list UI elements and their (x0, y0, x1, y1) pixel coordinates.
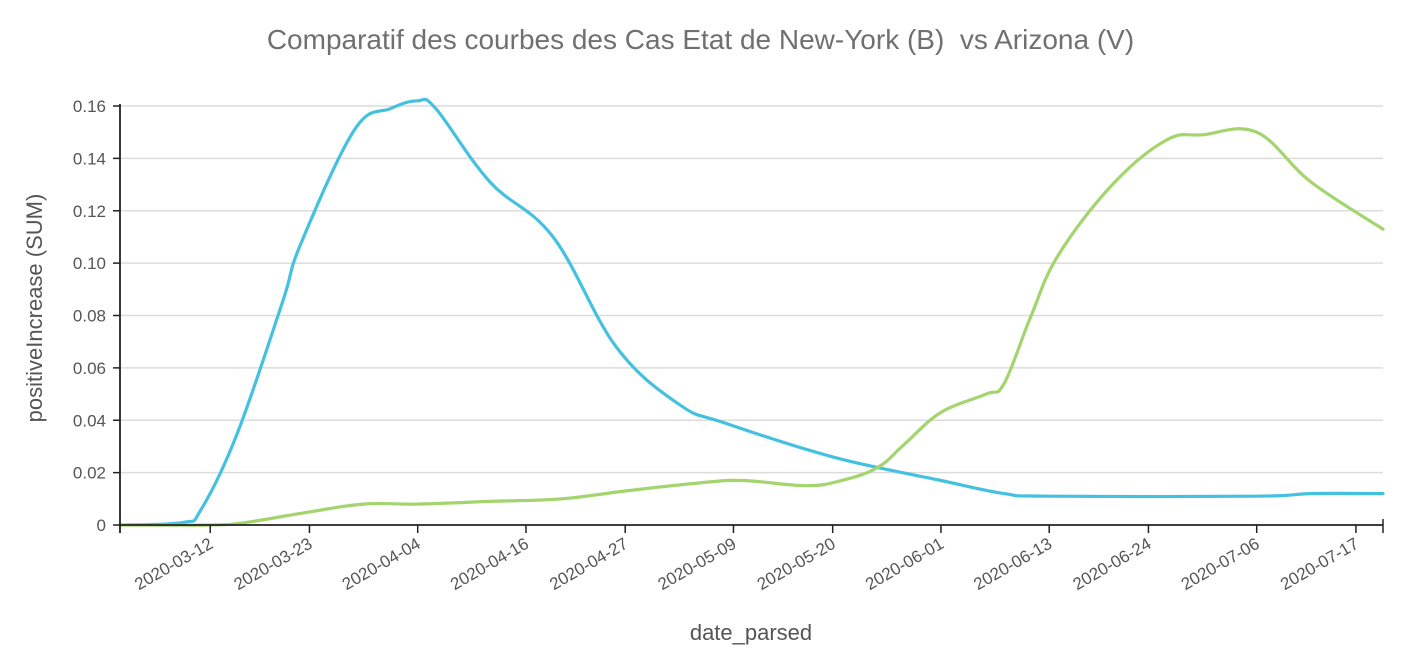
chart-title: Comparatif des courbes des Cas Etat de N… (266, 24, 1135, 55)
y-tick-label: 0.04 (73, 411, 106, 430)
y-tick-label: 0.10 (73, 254, 106, 273)
y-tick-label: 0.06 (73, 359, 106, 378)
x-tick-label: 2020-05-20 (754, 534, 839, 594)
series-line-1 (118, 97, 1385, 527)
series-line-2 (118, 127, 1385, 527)
y-tick-label: 0.16 (73, 97, 106, 116)
x-tick-label: 2020-07-06 (1178, 534, 1263, 594)
y-tick-label: 0.12 (73, 202, 106, 221)
x-tick-label: 2020-03-23 (231, 534, 316, 594)
x-tick-label: 2020-06-01 (862, 534, 947, 594)
y-tick-label: 0.08 (73, 307, 106, 326)
x-tick-label: 2020-06-24 (1070, 534, 1155, 594)
x-tick-label: 2020-07-17 (1277, 534, 1362, 594)
y-axis-title: positiveIncrease (SUM) (22, 194, 47, 423)
x-tick-label: 2020-03-12 (131, 534, 216, 594)
y-tick-label: 0.14 (73, 149, 106, 168)
x-axis-title: date_parsed (690, 620, 812, 645)
x-tick-label: 2020-04-16 (447, 534, 532, 594)
x-tick-label: 2020-04-27 (546, 534, 631, 594)
x-tick-label: 2020-05-09 (655, 534, 740, 594)
series-lines (118, 97, 1385, 527)
x-tick-label: 2020-04-04 (339, 534, 424, 594)
y-tick-label: 0.02 (73, 464, 106, 483)
x-tick-label: 2020-06-13 (970, 534, 1055, 594)
gridlines (120, 105, 1383, 474)
y-tick-label: 0 (97, 516, 106, 535)
